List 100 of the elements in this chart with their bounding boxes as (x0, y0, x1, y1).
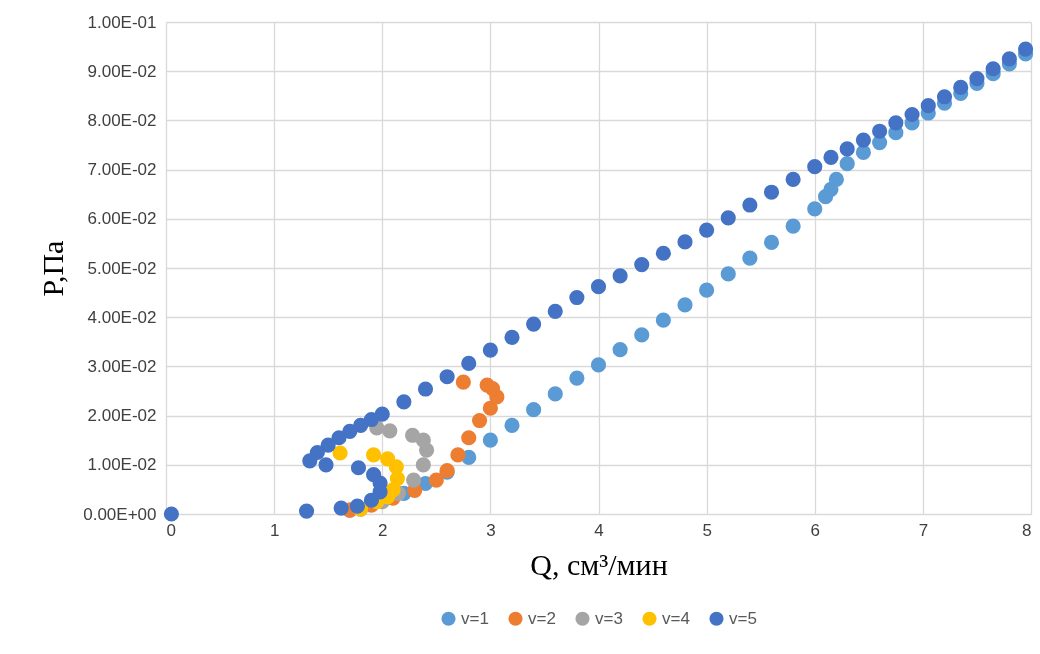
x-tick-label: 3 (486, 520, 496, 540)
point (785, 218, 801, 234)
point (936, 89, 953, 105)
point (839, 141, 855, 157)
point (396, 394, 412, 410)
point (785, 171, 801, 188)
point (634, 327, 650, 343)
point (363, 411, 380, 428)
point (318, 457, 334, 473)
y-tick-label: 8.00E-02 (87, 110, 157, 130)
point (677, 234, 693, 250)
point (569, 370, 585, 386)
point (828, 171, 844, 188)
point (547, 303, 563, 319)
point (677, 297, 693, 313)
point (634, 256, 650, 273)
point (612, 342, 628, 358)
y-axis-title: P,Па (36, 240, 70, 297)
point (382, 423, 398, 439)
point (302, 453, 318, 469)
y-tick-label: 2.00E-02 (87, 406, 157, 426)
point (526, 402, 542, 418)
point (569, 289, 585, 306)
legend-label: v=3 (595, 608, 623, 628)
point (763, 184, 780, 200)
point (839, 156, 855, 172)
y-tick-label: 7.00E-02 (87, 160, 157, 180)
point (320, 437, 336, 453)
point (461, 355, 477, 372)
point (742, 197, 758, 213)
point (655, 245, 671, 261)
point (953, 79, 969, 95)
point (450, 447, 466, 463)
x-tick-label: 5 (702, 520, 712, 540)
point (742, 250, 758, 266)
point (590, 357, 607, 373)
point (342, 423, 358, 439)
point (455, 374, 471, 390)
point (406, 472, 422, 488)
point (904, 106, 920, 123)
point (366, 447, 382, 463)
y-tick-label: 9.00E-02 (87, 61, 157, 81)
x-tick-label: 8 (1022, 520, 1032, 540)
point (872, 123, 888, 139)
point (461, 430, 477, 446)
point (415, 457, 431, 473)
y-tick-label: 6.00E-02 (87, 209, 157, 229)
point (1018, 41, 1034, 57)
point (504, 329, 520, 345)
point (547, 386, 563, 402)
point (855, 132, 871, 148)
point (482, 400, 498, 416)
point (720, 266, 736, 282)
x-tick-label: 2 (378, 520, 388, 540)
y-tick-label: 5.00E-02 (87, 258, 157, 278)
point (366, 467, 382, 483)
point (380, 451, 396, 467)
point (333, 500, 349, 516)
x-tick-label: 7 (918, 520, 929, 540)
point (807, 201, 823, 217)
point (612, 268, 628, 284)
point (404, 427, 421, 443)
point (855, 144, 871, 160)
point (331, 430, 347, 446)
point (920, 98, 936, 114)
legend-label: v=2 (528, 608, 556, 628)
x-tick-label: 0 (166, 520, 176, 540)
point (349, 498, 365, 514)
point (590, 279, 607, 295)
y-tick-label: 0.00E+00 (83, 504, 157, 524)
point (720, 210, 736, 226)
point (163, 506, 179, 522)
legend-label: v=4 (662, 608, 690, 628)
point (699, 222, 715, 238)
point (655, 312, 671, 328)
legend-label: v=1 (461, 608, 489, 628)
point (888, 115, 904, 131)
point (471, 412, 488, 429)
y-tick-label: 1.00E-01 (87, 12, 157, 32)
point (482, 342, 498, 358)
point (332, 445, 348, 461)
point (439, 369, 455, 385)
point (479, 377, 495, 393)
point (526, 316, 542, 332)
point (353, 417, 369, 434)
point (350, 460, 367, 476)
point (298, 503, 315, 519)
point (763, 234, 780, 250)
x-axis-title: Q, см³/мин (530, 547, 668, 581)
point (807, 159, 823, 175)
y-tick-label: 3.00E-02 (87, 356, 157, 376)
legend-label: v=5 (729, 608, 757, 628)
x-tick-label: 4 (594, 520, 604, 540)
point (823, 149, 839, 165)
point (428, 472, 444, 488)
point (969, 71, 985, 87)
x-tick-label: 6 (810, 520, 820, 540)
point (417, 381, 434, 397)
point (699, 282, 715, 298)
point (482, 432, 498, 448)
